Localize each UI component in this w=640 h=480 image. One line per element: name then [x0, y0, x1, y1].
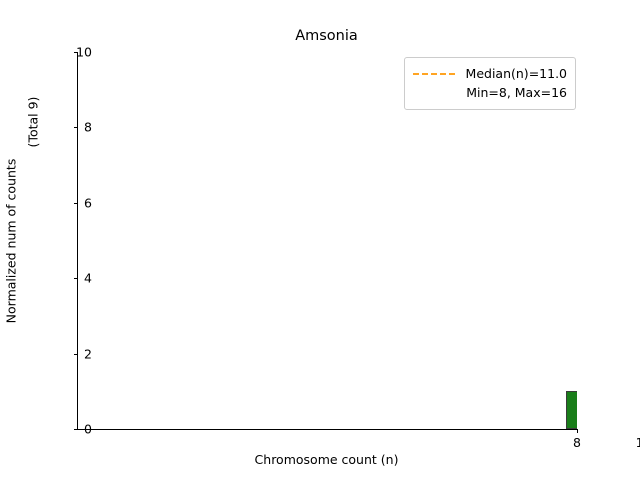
plot-area: 811160246810 — [74, 45, 640, 450]
dashed-line-icon — [413, 72, 455, 75]
y-axis-tick — [74, 202, 78, 204]
y-axis-tick — [74, 52, 78, 53]
y-axis-tick-label: 8 — [84, 119, 92, 135]
y-axis-tick-label: 4 — [84, 270, 92, 286]
legend-label-minmax: Min=8, Max=16 — [466, 85, 567, 100]
x-axis-tick-label: 11 — [635, 435, 640, 450]
y-axis-tick — [74, 353, 78, 355]
y-axis-tick-label: 0 — [84, 421, 92, 437]
plot-inner — [78, 52, 577, 429]
y-axis-tick-label: 6 — [84, 195, 92, 211]
legend-entry-median: Median(n)=11.0 — [413, 64, 567, 83]
y-axis-total-container: (Total 9) — [22, 52, 44, 192]
y-axis-tick-label: 10 — [76, 44, 92, 60]
chart-legend: Median(n)=11.0 Min=8, Max=16 — [404, 57, 576, 110]
x-axis-label: Chromosome count (n) — [254, 452, 399, 467]
chart-title: Amsonia — [295, 28, 358, 44]
legend-label-median: Median(n)=11.0 — [465, 66, 567, 81]
y-axis-tick — [74, 127, 78, 129]
y-axis-tick — [74, 429, 78, 430]
bar — [565, 391, 577, 429]
legend-entry-minmax: Min=8, Max=16 — [413, 83, 567, 102]
y-axis-label: Normalized num of counts — [3, 158, 19, 323]
y-axis-tick-label: 2 — [84, 346, 92, 362]
y-axis-tick — [74, 278, 78, 280]
x-axis-tick-label: 8 — [573, 435, 581, 450]
y-axis-label-container: Normalized num of counts — [0, 52, 22, 429]
x-axis-tick — [577, 429, 578, 433]
y-axis-total-label: (Total 9) — [25, 96, 41, 148]
